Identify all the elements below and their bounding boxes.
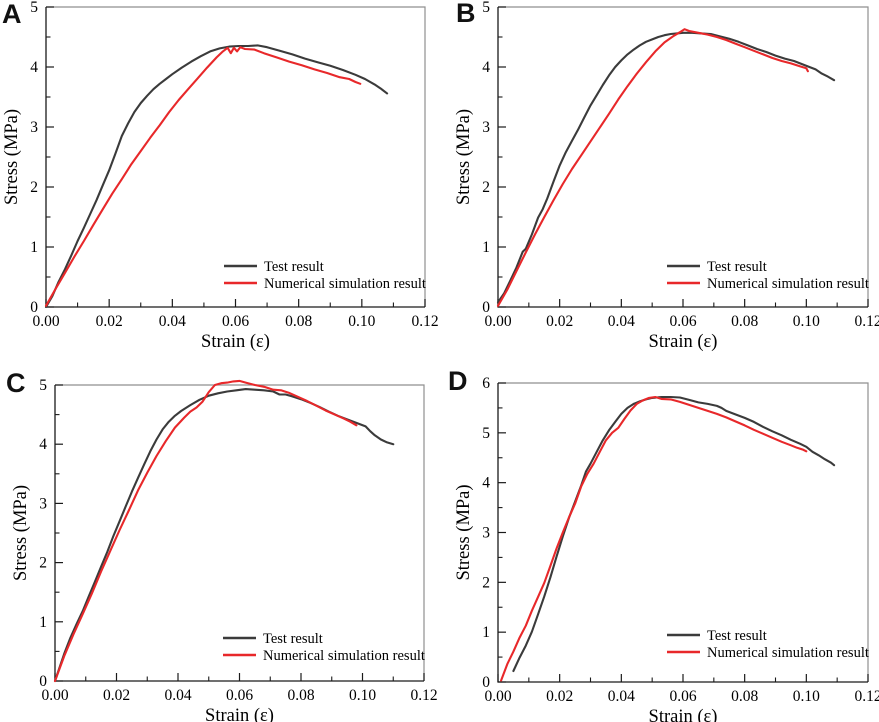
x-tick-label: 0.08	[287, 687, 314, 704]
panel-b: B 0.00 0.02 0.04 0.06 0.08 0.10 0.12 0 1 2 3 4 5 Stra…	[440, 0, 879, 361]
x-tick-label: 0.00	[41, 687, 68, 704]
y-tick-label: 6	[482, 375, 490, 392]
x-axis-label: Strain (ε)	[649, 707, 718, 722]
panel-d: D 0.00 0.02 0.04 0.06 0.08 0.10 0.12 0 1 2 3 4 5 6 Str…	[440, 361, 879, 722]
y-tick-label: 0	[482, 299, 490, 316]
x-axis-label: Strain (ε)	[205, 706, 274, 722]
x-tick-label: 0.04	[159, 313, 186, 330]
y-tick-label: 4	[482, 59, 490, 76]
x-tick-label: 0.12	[854, 688, 879, 705]
x-tick-label: 0.02	[103, 687, 130, 704]
y-tick-label: 1	[482, 624, 490, 641]
stress-strain-chart-d: 0.00 0.02 0.04 0.06 0.08 0.10 0.12 0 1 2 3 4 5 6 Strai…	[454, 375, 879, 722]
x-tick-label: 0.12	[854, 313, 879, 330]
panel-letter-b: B	[456, 0, 476, 28]
plot-frame-top-right	[55, 384, 425, 681]
plot-frame-axes	[497, 383, 868, 683]
y-axis-label: Stress (MPa)	[454, 109, 474, 205]
y-axis-label: Stress (MPa)	[11, 485, 31, 581]
x-tick-label: 0.02	[546, 313, 573, 330]
y-tick-label: 2	[30, 179, 38, 196]
x-axis-label: Strain (ε)	[649, 332, 718, 352]
stress-strain-chart-c: 0.00 0.02 0.04 0.06 0.08 0.10 0.12 0 1 2 3 4 5 Strain…	[11, 377, 438, 722]
legend-label: Numerical simulation result	[263, 648, 425, 664]
y-tick-label: 3	[482, 119, 490, 136]
y-tick-label: 0	[30, 299, 38, 316]
y-tick-label: 1	[482, 239, 490, 256]
legend-label: Test result	[707, 259, 767, 275]
y-tick-label: 3	[482, 525, 490, 542]
y-tick-label: 4	[30, 59, 38, 76]
y-tick-label: 2	[482, 179, 490, 196]
legend-label: Numerical simulation result	[707, 276, 869, 292]
y-tick-label: 5	[30, 0, 38, 16]
x-tick-label: 0.06	[226, 687, 253, 704]
stress-strain-chart-b: 0.00 0.02 0.04 0.06 0.08 0.10 0.12 0 1 2 3 4 5 Strain…	[454, 0, 879, 352]
plot-frame-top-right	[46, 6, 426, 307]
y-tick-label: 5	[39, 377, 47, 394]
stress-strain-chart-a: 0.00 0.02 0.04 0.06 0.08 0.10 0.12 0 1 2 3 4 5 Strain…	[2, 0, 439, 352]
x-tick-label: 0.06	[669, 688, 696, 705]
numerical-simulation-curve	[53, 379, 358, 683]
legend-label: Test result	[263, 631, 323, 647]
x-tick-label: 0.04	[164, 687, 191, 704]
x-tick-label: 0.08	[731, 688, 758, 705]
x-tick-label: 0.00	[32, 313, 59, 330]
x-tick-label: 0.10	[349, 687, 376, 704]
y-tick-label: 2	[39, 555, 47, 572]
y-tick-label: 0	[482, 674, 490, 691]
x-tick-label: 0.10	[793, 313, 820, 330]
x-tick-label: 0.06	[669, 313, 696, 330]
plot-frame-top-right	[498, 382, 869, 682]
panel-a: A 0.00 0.02 0.04 0.06 0.08 0.10 0.12 0 1 2 3 4 5 Stra…	[0, 0, 440, 361]
y-tick-label: 1	[39, 614, 47, 631]
x-tick-label: 0.10	[793, 688, 820, 705]
x-tick-label: 0.00	[484, 688, 511, 705]
y-tick-label: 4	[39, 436, 47, 453]
y-tick-label: 3	[39, 495, 47, 512]
numerical-simulation-curve	[496, 28, 809, 307]
legend-label: Numerical simulation result	[264, 276, 426, 292]
x-tick-label: 0.04	[608, 688, 635, 705]
legend-label: Test result	[707, 628, 767, 644]
legend-label: Test result	[264, 259, 324, 275]
y-tick-label: 3	[30, 119, 38, 136]
y-tick-label: 0	[39, 673, 47, 690]
panel-letter-c: C	[6, 368, 26, 398]
plot-frame-axes	[497, 7, 868, 308]
x-tick-label: 0.02	[546, 688, 573, 705]
legend-label: Numerical simulation result	[707, 645, 869, 661]
x-tick-label: 0.08	[731, 313, 758, 330]
x-tick-label: 0.06	[222, 313, 249, 330]
test-result-curve	[44, 44, 389, 309]
y-tick-label: 5	[482, 425, 490, 442]
y-tick-label: 4	[482, 475, 490, 492]
x-axis-label: Strain (ε)	[201, 332, 270, 352]
y-axis-label: Stress (MPa)	[454, 484, 474, 580]
x-tick-label: 0.12	[411, 313, 438, 330]
plot-frame-top-right	[498, 6, 869, 307]
x-tick-label: 0.02	[96, 313, 123, 330]
plot-frame-axes	[45, 7, 425, 308]
y-axis-label: Stress (MPa)	[2, 109, 22, 205]
y-tick-label: 1	[30, 239, 38, 256]
y-tick-label: 5	[482, 0, 490, 16]
panel-c: C 0.00 0.02 0.04 0.06 0.08 0.10 0.12 0 1 2 3 4 5 Stra…	[0, 361, 440, 722]
x-tick-label: 0.12	[410, 687, 437, 704]
numerical-simulation-curve	[44, 46, 362, 307]
x-tick-label: 0.00	[484, 313, 511, 330]
x-tick-label: 0.10	[348, 313, 375, 330]
numerical-simulation-curve	[500, 395, 808, 682]
y-tick-label: 2	[482, 574, 490, 591]
x-tick-label: 0.04	[608, 313, 635, 330]
test-result-curve	[496, 31, 836, 304]
panel-letter-d: D	[448, 366, 468, 396]
panel-letter-a: A	[2, 0, 22, 29]
x-tick-label: 0.08	[285, 313, 312, 330]
